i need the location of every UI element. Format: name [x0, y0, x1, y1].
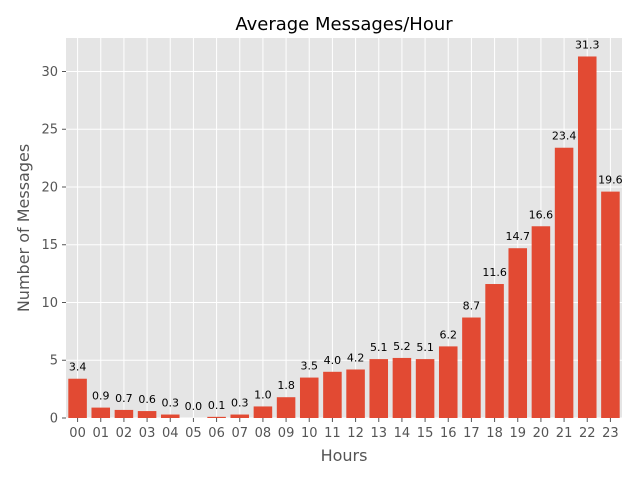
x-tick-label: 00 — [69, 426, 86, 441]
data-label: 16.6 — [529, 208, 554, 221]
x-tick-label: 22 — [579, 426, 596, 441]
data-label: 0.9 — [92, 390, 110, 403]
data-label: 0.1 — [208, 399, 226, 412]
data-label: 0.7 — [115, 392, 133, 405]
data-label: 8.7 — [463, 300, 481, 313]
data-label: 5.2 — [393, 340, 411, 353]
bar — [323, 371, 342, 418]
x-tick-label: 11 — [324, 426, 341, 441]
bar — [114, 409, 134, 418]
x-tick-label: 01 — [92, 426, 109, 441]
data-label: 0.3 — [231, 397, 249, 410]
data-label: 1.0 — [254, 388, 272, 401]
data-label: 0.3 — [162, 397, 180, 410]
data-label: 19.6 — [598, 174, 623, 187]
x-tick-label: 13 — [370, 426, 387, 441]
data-label: 5.1 — [370, 341, 388, 354]
x-tick-label: 04 — [162, 426, 179, 441]
data-label: 0.6 — [138, 393, 156, 406]
bar — [438, 346, 458, 418]
bar — [531, 226, 551, 418]
data-label: 11.6 — [482, 266, 507, 279]
x-tick-label: 12 — [347, 426, 364, 441]
bar — [601, 191, 620, 418]
bar — [68, 378, 87, 418]
data-label: 23.4 — [552, 130, 577, 143]
data-label: 14.7 — [506, 230, 531, 243]
x-tick-label: 16 — [440, 426, 457, 441]
x-axis-label: Hours — [321, 446, 368, 465]
bar — [230, 414, 250, 418]
x-tick-label: 21 — [556, 426, 573, 441]
plot-background — [66, 38, 622, 418]
bar — [207, 416, 226, 418]
data-label: 6.2 — [440, 328, 458, 341]
data-label: 0.0 — [185, 400, 203, 413]
bar — [346, 369, 365, 418]
bar — [160, 414, 180, 418]
x-tick-label: 06 — [208, 426, 225, 441]
bar — [91, 407, 111, 418]
x-tick-label: 05 — [185, 426, 202, 441]
x-tick-label: 23 — [602, 426, 619, 441]
bars — [68, 56, 620, 418]
data-label: 4.2 — [347, 351, 365, 364]
x-tick-label: 19 — [509, 426, 526, 441]
data-label: 4.0 — [324, 354, 342, 367]
x-tick-label: 02 — [116, 426, 133, 441]
y-tick-label: 30 — [41, 65, 58, 80]
y-tick-label: 0 — [50, 412, 58, 427]
bar — [137, 411, 157, 418]
x-tick-label: 20 — [533, 426, 550, 441]
x-tick-label: 08 — [255, 426, 272, 441]
bar — [415, 359, 435, 418]
x-tick-label: 07 — [231, 426, 248, 441]
x-tick-label: 14 — [394, 426, 411, 441]
data-label: 3.4 — [69, 361, 87, 374]
data-label: 5.1 — [416, 341, 434, 354]
y-tick-label: 25 — [41, 123, 58, 138]
x-tick-label: 10 — [301, 426, 318, 441]
bar — [554, 147, 574, 418]
bar — [485, 284, 504, 418]
x-tick-label: 09 — [278, 426, 295, 441]
y-tick-label: 15 — [41, 238, 58, 253]
y-axis-ticks: 0 5 10 15 20 25 30 — [41, 65, 66, 427]
y-tick-label: 5 — [50, 354, 58, 369]
bar — [369, 359, 389, 418]
bar — [577, 56, 597, 418]
bar — [462, 317, 481, 418]
bar — [508, 248, 528, 418]
bar — [392, 357, 412, 418]
data-label: 3.5 — [301, 360, 319, 373]
x-tick-label: 17 — [463, 426, 480, 441]
data-label: 1.8 — [277, 379, 295, 392]
bar — [253, 406, 273, 418]
data-label: 31.3 — [575, 38, 600, 51]
bar — [299, 377, 319, 418]
chart-title: Average Messages/Hour — [235, 14, 453, 35]
x-axis-ticks: 00 01 02 03 04 05 06 07 08 09 10 11 12 13 14 15 16 17 18 19… — [69, 418, 619, 441]
bar — [276, 397, 296, 418]
y-tick-label: 10 — [41, 296, 58, 311]
x-tick-label: 15 — [417, 426, 434, 441]
x-tick-label: 03 — [139, 426, 156, 441]
x-tick-label: 18 — [486, 426, 503, 441]
data-labels: 3.4 0.9 0.7 0.6 0.3 0.0 0.1 0.3 1.0 1.8 3.5 4.0 4.2 5… — [69, 38, 623, 413]
y-tick-label: 20 — [41, 180, 58, 195]
y-axis-label: Number of Messages — [14, 144, 33, 312]
